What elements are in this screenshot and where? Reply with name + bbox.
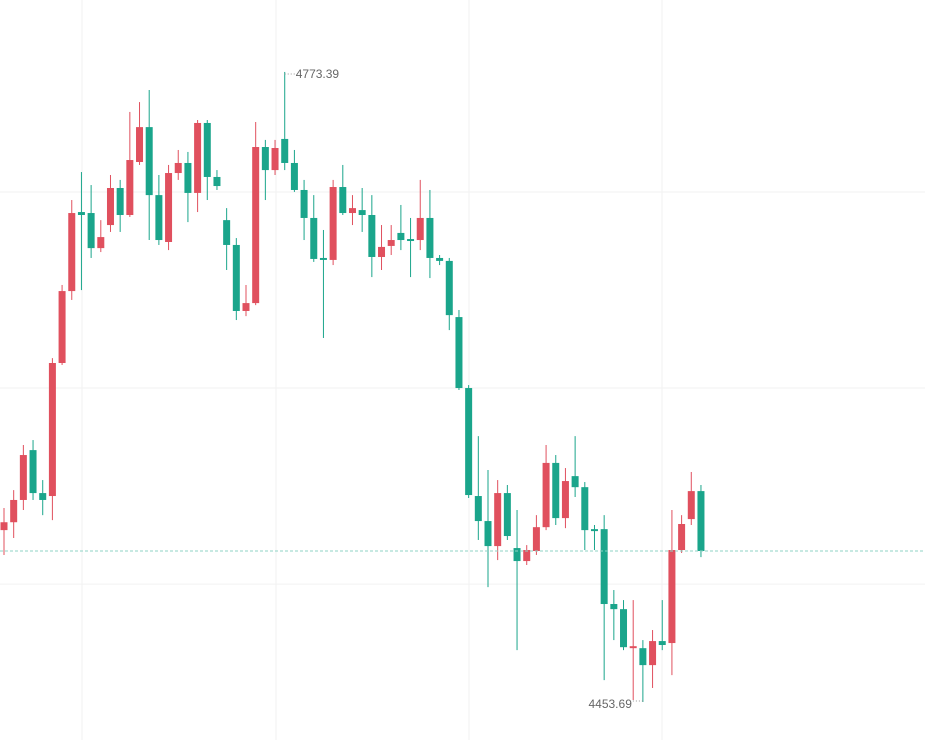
candle-body (590, 529, 598, 532)
candle-body (600, 529, 608, 605)
candle-body (48, 363, 56, 497)
candle-body (290, 162, 298, 190)
candle-body (116, 188, 124, 216)
candle-body (697, 491, 705, 552)
candle-body (407, 239, 415, 242)
candle-body (300, 189, 308, 218)
candle-body (271, 148, 279, 171)
candle-body (571, 476, 579, 488)
candle-body (426, 217, 434, 258)
candle-body (145, 127, 153, 196)
candle-body (19, 455, 27, 500)
candle-body (445, 260, 453, 316)
candle-body (261, 147, 269, 171)
candle-body (436, 257, 444, 261)
candle-body (678, 524, 686, 551)
candle-body (494, 493, 502, 547)
candle-body (203, 122, 211, 177)
candle-body (232, 244, 240, 311)
candle-body (581, 487, 589, 531)
candle-body (252, 147, 260, 304)
candle-body (378, 246, 386, 257)
candle-body (58, 291, 66, 364)
candle-body (658, 641, 666, 646)
candle-body (310, 217, 318, 259)
candle-body (223, 220, 231, 245)
candle-body (484, 521, 492, 547)
candle-body (174, 162, 182, 174)
candle-body (649, 641, 657, 666)
candle-body (503, 493, 511, 537)
candle-body (329, 187, 337, 260)
candle-body (77, 212, 85, 216)
candle-body (610, 604, 618, 610)
low-label: 4453.69 (588, 697, 632, 711)
candle-body (687, 491, 695, 520)
candle-body (474, 496, 482, 522)
candle-body (281, 138, 289, 163)
candle-body (242, 303, 250, 311)
candle-body (184, 162, 192, 193)
candle-body (358, 210, 366, 216)
candle-body (39, 493, 47, 500)
candle-body (465, 388, 473, 496)
candle-body (339, 187, 347, 214)
candle-body (397, 232, 405, 241)
candle-body (29, 450, 37, 494)
candle-body (639, 648, 647, 666)
high-label: 4773.39 (296, 67, 340, 81)
candle-body (87, 213, 95, 249)
candle-body (0, 522, 8, 531)
candle-body (532, 527, 540, 552)
candle-body (213, 176, 221, 187)
candle-body (319, 257, 327, 260)
candle-body (68, 213, 76, 292)
candle-body (368, 215, 376, 257)
candle-body (155, 195, 163, 241)
candle-body (561, 481, 569, 519)
candle-body (10, 499, 18, 523)
candle-body (387, 240, 395, 246)
candle-body (455, 317, 463, 389)
candle-body (136, 127, 144, 162)
candle-body (552, 462, 560, 519)
candle-body (668, 550, 676, 644)
candle-body (620, 609, 628, 648)
candle-body (629, 646, 637, 649)
candle-body (106, 188, 114, 226)
candle-body (165, 173, 173, 243)
candle-body (348, 208, 356, 214)
candle-body (97, 237, 105, 249)
candle-body (126, 160, 134, 216)
candle-body (513, 548, 521, 562)
candle-body (416, 217, 424, 241)
candle-body (194, 122, 202, 193)
candle-body (542, 462, 550, 528)
candle-body (523, 550, 531, 562)
